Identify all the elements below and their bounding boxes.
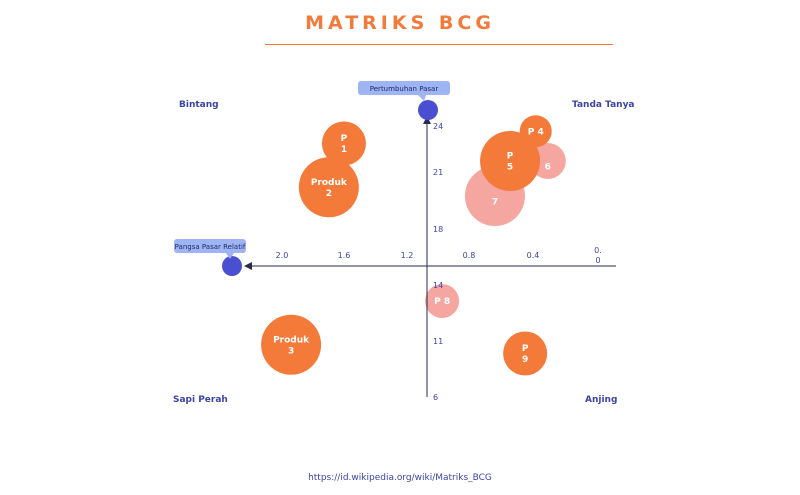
x-axis-label-tag [174, 239, 246, 253]
y-tick-label: 14 [433, 281, 443, 290]
x-axis-marker [222, 256, 242, 276]
bubble-label: 2 [326, 189, 332, 199]
quadrant-label-bottom-left: Sapi Perah [173, 395, 228, 405]
x-tick-label: 0 [595, 256, 600, 265]
bubble [261, 314, 322, 375]
x-tick-label: 0.8 [463, 251, 476, 260]
bubble-label: P [507, 152, 514, 162]
bubble-label: P 4 [528, 127, 544, 137]
bubble-label: P 8 [434, 297, 450, 307]
bubble [519, 115, 552, 148]
bubble-label: P [522, 344, 529, 354]
y-axis-label-tag-pointer [418, 95, 426, 101]
bubble-label: Produk [273, 335, 310, 345]
bubble-label: Produk [311, 178, 348, 188]
quadrant-label-top-right: Tanda Tanya [572, 100, 635, 110]
bubble [298, 157, 359, 218]
x-tick-label: 2.0 [276, 251, 289, 260]
x-tick-label: 0.4 [527, 251, 540, 260]
bubble [480, 131, 541, 191]
x-axis-label-tag-pointer [226, 253, 234, 259]
bubble-label: 7 [492, 198, 498, 208]
bubble [503, 331, 548, 376]
y-tick-label: 6 [433, 393, 438, 402]
x-axis-arrowhead [244, 262, 252, 270]
title-underline [265, 44, 613, 45]
quadrant-label-top-left: Bintang [179, 100, 219, 110]
y-tick-label: 21 [433, 168, 443, 177]
y-axis-label-tag [358, 81, 450, 95]
chart-title: MATRIKS BCG [305, 12, 495, 34]
bubble-label: 5 [507, 163, 513, 173]
y-tick-label: 11 [433, 337, 443, 346]
bubble-label: 6 [545, 163, 551, 173]
bubble [425, 284, 460, 318]
bubble [529, 143, 566, 179]
y-axis-marker [418, 100, 438, 120]
bubble-label: 1 [341, 145, 347, 155]
y-tick-label: 24 [433, 122, 443, 131]
bubble [321, 121, 366, 166]
bubble-label: 3 [288, 346, 294, 356]
bubble-label: P [341, 134, 348, 144]
source-link[interactable]: https://id.wikipedia.org/wiki/Matriks_BC… [308, 473, 492, 483]
x-tick-label: 1.6 [338, 251, 351, 260]
x-tick-label: 1.2 [401, 251, 414, 260]
bubble-label: 9 [522, 355, 528, 365]
y-axis-label: Pertumbuhan Pasar [370, 85, 439, 93]
y-axis-arrowhead [423, 116, 431, 124]
x-tick-label: 0. [594, 246, 602, 255]
x-axis-label: Pangsa Pasar Relatif [175, 243, 246, 251]
quadrant-label-bottom-right: Anjing [585, 395, 618, 405]
y-tick-label: 18 [433, 225, 443, 234]
